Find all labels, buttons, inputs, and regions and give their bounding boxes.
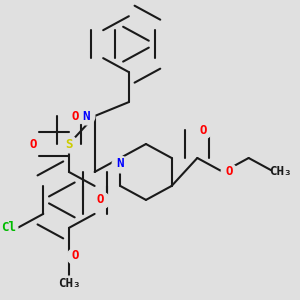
Text: O: O bbox=[71, 110, 79, 123]
Text: N: N bbox=[82, 110, 89, 123]
Text: O: O bbox=[225, 166, 233, 178]
Text: N: N bbox=[116, 158, 124, 170]
Text: O: O bbox=[97, 194, 104, 206]
Text: S: S bbox=[65, 137, 73, 151]
Text: O: O bbox=[71, 249, 79, 262]
Text: CH₃: CH₃ bbox=[269, 166, 292, 178]
Text: O: O bbox=[29, 137, 37, 151]
Text: Cl: Cl bbox=[1, 221, 16, 234]
Text: CH₃: CH₃ bbox=[58, 277, 80, 290]
Text: O: O bbox=[200, 124, 207, 136]
